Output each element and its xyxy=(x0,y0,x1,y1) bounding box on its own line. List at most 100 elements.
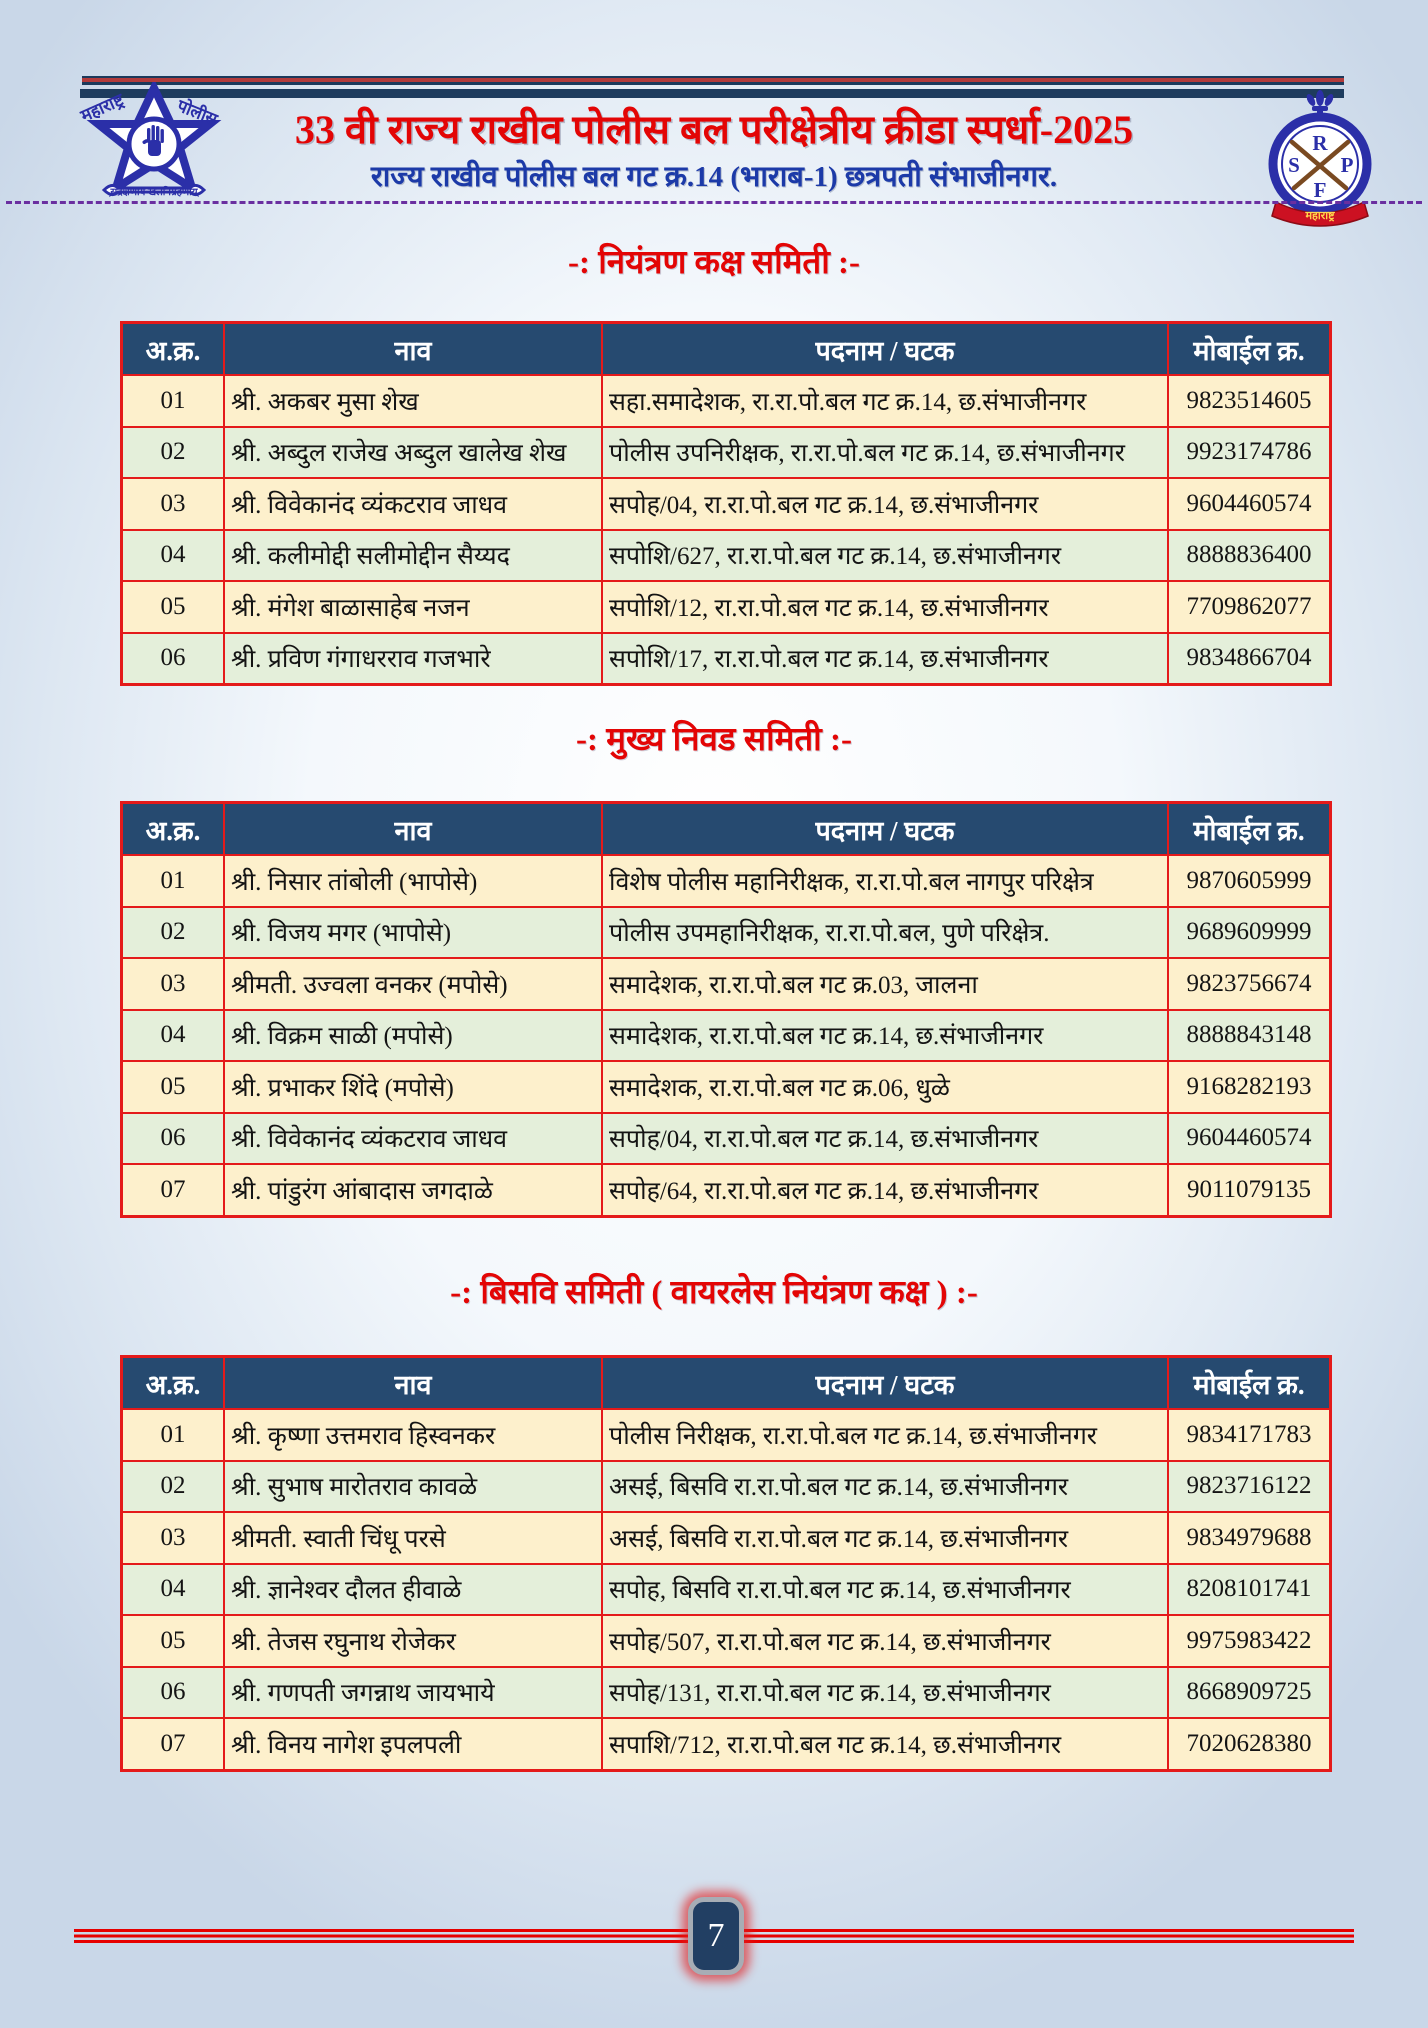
cell-mobile: 9823756674 xyxy=(1167,957,1332,1011)
cell-name: श्री. मंगेश बाळासाहेब नजन xyxy=(223,580,603,634)
hand-icon xyxy=(142,125,164,156)
table-row: 02 श्री. विजय मगर (भापोसे) पोलीस उपमहानिरी… xyxy=(120,905,1332,959)
cell-mobile: 9823514605 xyxy=(1167,374,1332,428)
col-designation: पदनाम / घटक xyxy=(601,801,1169,856)
cell-designation: सपोशि/17, रा.रा.पो.बल गट क्र.14, छ.संभाज… xyxy=(601,631,1169,686)
cell-designation: सपाशि/712, रा.रा.पो.बल गट क्र.14, छ.संभा… xyxy=(601,1717,1169,1771)
cell-designation: असई, बिसवि रा.रा.पो.बल गट क्र.14, छ.संभा… xyxy=(601,1511,1169,1565)
cell-mobile: 7020628380 xyxy=(1167,1717,1332,1771)
section-control-room-committee: -: नियंत्रण कक्ष समिती :- अ.क्र. नाव पदन… xyxy=(120,238,1332,686)
cell-name: श्री. प्रभाकर शिंदे (मपोसे) xyxy=(223,1060,603,1114)
cell-name: श्री. कृष्णा उत्तमराव हिस्वनकर xyxy=(223,1408,603,1462)
table-row: 02 श्री. सुभाष मारोतराव कावळे असई, बिसवि र… xyxy=(120,1459,1332,1513)
table-header-row: अ.क्र. नाव पदनाम / घटक मोबाईल क्र. xyxy=(120,1355,1332,1410)
cell-name: श्री. ज्ञानेश्वर दौलत हीवाळे xyxy=(223,1562,603,1616)
cell-srno: 05 xyxy=(120,580,225,634)
cell-name: श्री. पांडुरंग आंबादास जगदाळे xyxy=(223,1163,603,1217)
col-designation: पदनाम / घटक xyxy=(601,1355,1169,1410)
maharashtra-police-logo: महाराष्ट्र पोलीस सद्रक्षणाय खलनिग्रहणाय xyxy=(77,82,222,198)
cell-designation: सपोह, बिसवि रा.रा.पो.बल गट क्र.14, छ.संभ… xyxy=(601,1562,1169,1616)
table-row: 06 श्री. विवेकानंद व्यंकटराव जाधव सपोह/04,… xyxy=(120,1111,1332,1165)
cell-srno: 07 xyxy=(120,1717,225,1771)
cell-name: श्री. प्रविण गंगाधरराव गजभारे xyxy=(223,631,603,686)
col-mobile: मोबाईल क्र. xyxy=(1167,1355,1332,1410)
col-srno: अ.क्र. xyxy=(120,1355,225,1410)
cell-mobile: 9834979688 xyxy=(1167,1511,1332,1565)
table-row: 05 श्री. प्रभाकर शिंदे (मपोसे) समादेशक, रा… xyxy=(120,1060,1332,1114)
cell-mobile: 8888836400 xyxy=(1167,528,1332,582)
cell-mobile: 9011079135 xyxy=(1167,1163,1332,1217)
cell-designation: पोलीस निरीक्षक, रा.रा.पो.बल गट क्र.14, छ… xyxy=(601,1408,1169,1462)
table-row: 02 श्री. अब्दुल राजेख अब्दुल खालेख शेख पोल… xyxy=(120,425,1332,479)
col-name: नाव xyxy=(223,1355,603,1410)
cell-srno: 06 xyxy=(120,631,225,686)
header-top-bar-1 xyxy=(82,76,1344,85)
committee-table: अ.क्र. नाव पदनाम / घटक मोबाईल क्र. 01 श्र… xyxy=(120,1355,1332,1772)
cell-name: श्री. सुभाष मारोतराव कावळे xyxy=(223,1459,603,1513)
section-title: -: नियंत्रण कक्ष समिती :- xyxy=(568,245,860,281)
cell-name: श्री. कलीमोद्दी सलीमोद्दीन सैय्यद xyxy=(223,528,603,582)
cell-name: श्री. विजय मगर (भापोसे) xyxy=(223,905,603,959)
cell-designation: सपोशि/627, रा.रा.पो.बल गट क्र.14, छ.संभा… xyxy=(601,528,1169,582)
table-row: 06 श्री. गणपती जगन्नाथ जायभाये सपोह/131, र… xyxy=(120,1665,1332,1719)
cell-mobile: 9834171783 xyxy=(1167,1408,1332,1462)
table-row: 05 श्री. तेजस रघुनाथ रोजेकर सपोह/507, रा.र… xyxy=(120,1614,1332,1668)
committee-table: अ.क्र. नाव पदनाम / घटक मोबाईल क्र. 01 श्र… xyxy=(120,321,1332,686)
srpf-logo: R S P F महाराष्ट्र xyxy=(1268,90,1372,227)
cell-name: श्री. अब्दुल राजेख अब्दुल खालेख शेख xyxy=(223,425,603,479)
cell-mobile: 9604460574 xyxy=(1167,477,1332,531)
table-row: 03 श्रीमती. उज्वला वनकर (मपोसे) समादेशक, र… xyxy=(120,957,1332,1011)
crossed-rifles-icon xyxy=(1289,139,1351,191)
col-mobile: मोबाईल क्र. xyxy=(1167,801,1332,856)
cell-designation: सपोशि/12, रा.रा.पो.बल गट क्र.14, छ.संभाज… xyxy=(601,580,1169,634)
cell-srno: 07 xyxy=(120,1163,225,1217)
cell-designation: सपोह/04, रा.रा.पो.बल गट क्र.14, छ.संभाजी… xyxy=(601,477,1169,531)
cell-srno: 02 xyxy=(120,1459,225,1513)
srpf-letter-f: F xyxy=(1314,178,1327,202)
col-mobile: मोबाईल क्र. xyxy=(1167,321,1332,376)
cell-name: श्री. निसार तांबोली (भापोसे) xyxy=(223,854,603,908)
cell-name: श्रीमती. उज्वला वनकर (मपोसे) xyxy=(223,957,603,1011)
page-number-badge: 7 xyxy=(688,1897,744,1975)
cell-name: श्री. अकबर मुसा शेख xyxy=(223,374,603,428)
table-row: 04 श्री. विक्रम साळी (मपोसे) समादेशक, रा.र… xyxy=(120,1008,1332,1062)
cell-mobile: 9923174786 xyxy=(1167,425,1332,479)
cell-mobile: 9834866704 xyxy=(1167,631,1332,686)
header-divider xyxy=(6,201,1422,204)
cell-designation: पोलीस उपमहानिरीक्षक, रा.रा.पो.बल, पुणे प… xyxy=(601,905,1169,959)
cell-name: श्री. विक्रम साळी (मपोसे) xyxy=(223,1008,603,1062)
cell-srno: 01 xyxy=(120,1408,225,1462)
cell-name: श्री. तेजस रघुनाथ रोजेकर xyxy=(223,1614,603,1668)
cell-designation: विशेष पोलीस महानिरीक्षक, रा.रा.पो.बल नाग… xyxy=(601,854,1169,908)
section-wireless-control-committee: -: बिसवि समिती ( वायरलेस नियंत्रण कक्ष )… xyxy=(120,1268,1332,1772)
cell-mobile: 9870605999 xyxy=(1167,854,1332,908)
col-name: नाव xyxy=(223,801,603,856)
cell-srno: 02 xyxy=(120,425,225,479)
cell-designation: सपोह/507, रा.रा.पो.बल गट क्र.14, छ.संभाज… xyxy=(601,1614,1169,1668)
cell-designation: सपोह/64, रा.रा.पो.बल गट क्र.14, छ.संभाजी… xyxy=(601,1163,1169,1217)
cell-srno: 03 xyxy=(120,957,225,1011)
cell-designation: समादेशक, रा.रा.पो.बल गट क्र.06, धुळे xyxy=(601,1060,1169,1114)
cell-designation: असई, बिसवि रा.रा.पो.बल गट क्र.14, छ.संभा… xyxy=(601,1459,1169,1513)
cell-designation: समादेशक, रा.रा.पो.बल गट क्र.14, छ.संभाजी… xyxy=(601,1008,1169,1062)
col-designation: पदनाम / घटक xyxy=(601,321,1169,376)
cell-mobile: 7709862077 xyxy=(1167,580,1332,634)
cell-designation: समादेशक, रा.रा.पो.बल गट क्र.03, जालना xyxy=(601,957,1169,1011)
committee-table: अ.क्र. नाव पदनाम / घटक मोबाईल क्र. 01 श्र… xyxy=(120,801,1332,1218)
cell-mobile: 9168282193 xyxy=(1167,1060,1332,1114)
header-top-bar-2 xyxy=(80,89,1344,98)
cell-mobile: 8888843148 xyxy=(1167,1008,1332,1062)
cell-name: श्री. गणपती जगन्नाथ जायभाये xyxy=(223,1665,603,1719)
srpf-letter-r: R xyxy=(1312,131,1328,155)
cell-srno: 04 xyxy=(120,528,225,582)
cell-name: श्री. विवेकानंद व्यंकटराव जाधव xyxy=(223,1111,603,1165)
cell-mobile: 9975983422 xyxy=(1167,1614,1332,1668)
col-srno: अ.क्र. xyxy=(120,801,225,856)
cell-name: श्री. विवेकानंद व्यंकटराव जाधव xyxy=(223,477,603,531)
section-title: -: बिसवि समिती ( वायरलेस नियंत्रण कक्ष )… xyxy=(450,1275,978,1311)
table-row: 07 श्री. विनय नागेश इपलपली सपाशि/712, रा.र… xyxy=(120,1717,1332,1771)
cell-srno: 02 xyxy=(120,905,225,959)
table-row: 01 श्री. निसार तांबोली (भापोसे) विशेष पोली… xyxy=(120,854,1332,908)
cell-mobile: 9604460574 xyxy=(1167,1111,1332,1165)
